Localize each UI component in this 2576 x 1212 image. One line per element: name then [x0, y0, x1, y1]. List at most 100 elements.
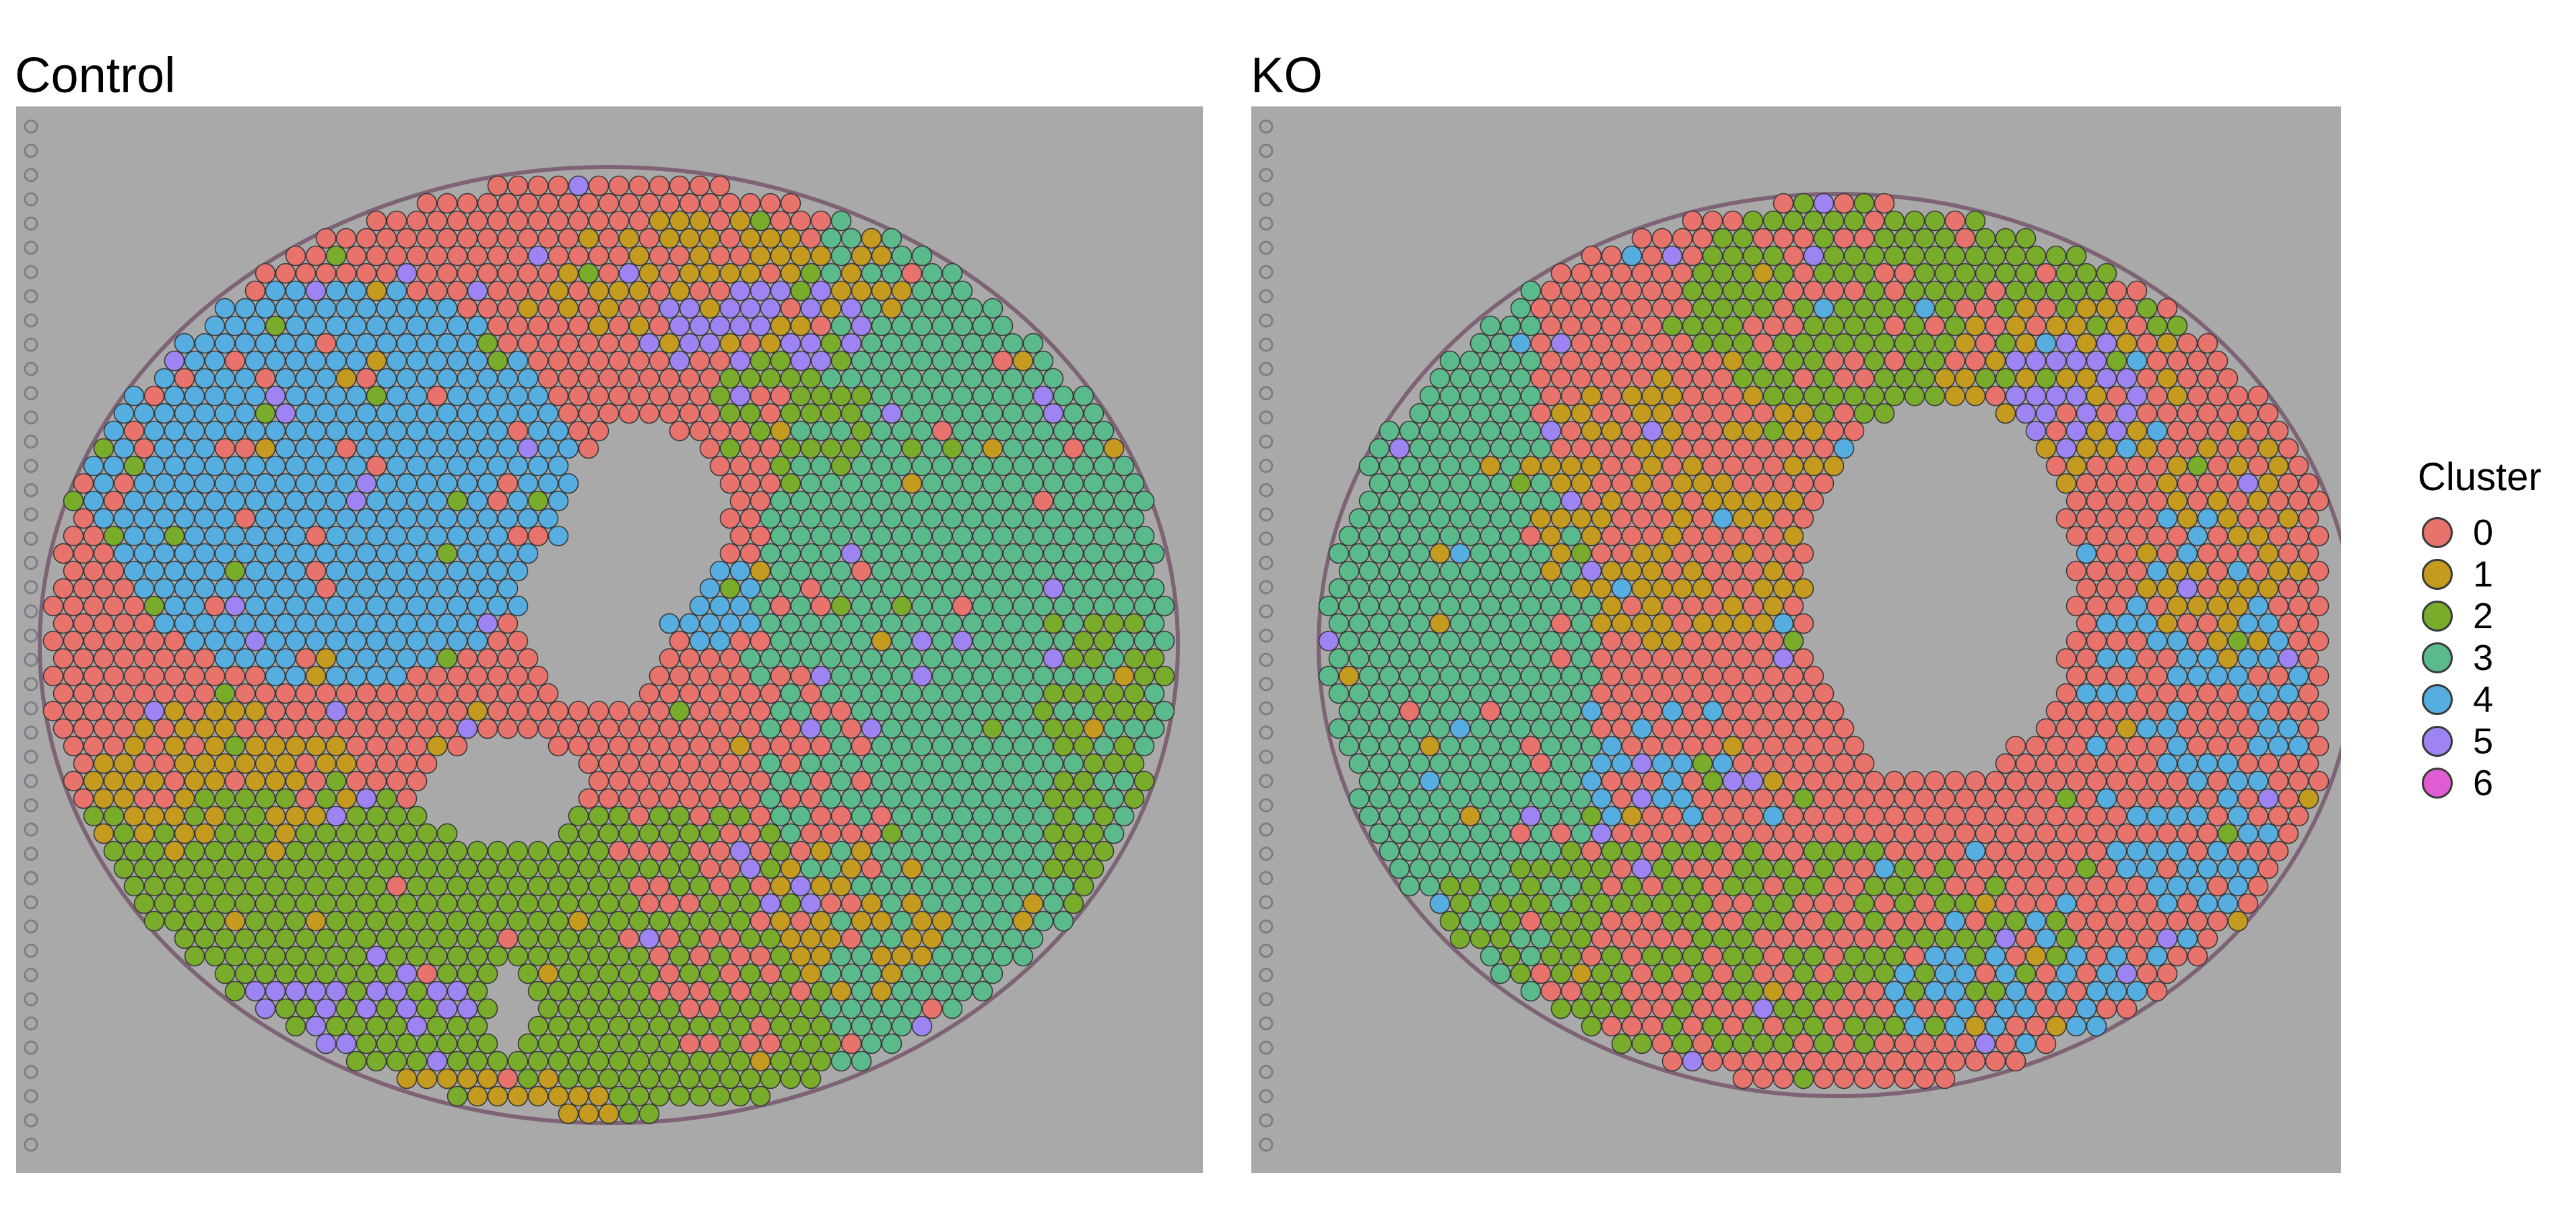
spot-cluster-0 [1752, 403, 1774, 424]
spot-cluster-2 [527, 945, 549, 967]
spot-cluster-0 [517, 648, 539, 669]
spot-cluster-3 [1480, 630, 1501, 652]
spot-cluster-4 [467, 420, 488, 442]
spot-cluster-3 [790, 420, 812, 442]
spot-cluster-0 [2076, 578, 2097, 599]
spot-cluster-2 [487, 350, 508, 372]
spot-cluster-4 [386, 420, 407, 442]
spot-cluster-2 [113, 858, 135, 879]
spot-cluster-3 [1093, 490, 1115, 512]
spot-cluster-0 [1793, 613, 1814, 634]
spot-cluster-2 [1043, 683, 1064, 704]
spot-cluster-1 [123, 805, 145, 827]
spot-cluster-0 [1571, 438, 1592, 459]
spot-cluster-4 [345, 525, 367, 547]
spot-cluster-0 [1560, 350, 1582, 372]
spot-cluster-3 [1469, 823, 1491, 844]
spot-cluster-0 [1611, 788, 1632, 809]
spot-cluster-0 [1702, 385, 1723, 407]
spot-cluster-0 [295, 648, 317, 669]
spot-cluster-3 [1530, 613, 1552, 634]
spot-cluster-2 [780, 368, 801, 389]
spot-cluster-4 [477, 543, 498, 564]
spot-cluster-4 [356, 648, 377, 669]
spot-cluster-0 [659, 263, 680, 284]
spot-cluster-0 [2257, 858, 2279, 879]
spot-cluster-0 [2187, 910, 2208, 932]
spot-cluster-0 [416, 753, 438, 774]
spot-cluster-5 [325, 700, 347, 722]
spot-cluster-3 [851, 595, 872, 617]
spot-cluster-4 [164, 455, 185, 477]
spot-cluster-2 [588, 980, 609, 1002]
spot-cluster-1 [699, 263, 721, 284]
spot-cluster-4 [386, 595, 407, 617]
spot-cluster-0 [840, 928, 862, 949]
spot-cluster-0 [487, 665, 508, 687]
spot-cluster-0 [2015, 928, 2037, 949]
spot-cluster-3 [891, 875, 913, 897]
spot-cluster-0 [770, 665, 791, 687]
spot-cluster-2 [1914, 263, 1936, 284]
spot-cluster-1 [2187, 595, 2208, 617]
spot-cluster-4 [194, 543, 216, 564]
spot-cluster-3 [1560, 630, 1582, 652]
spot-cluster-0 [2096, 718, 2117, 739]
spot-cluster-4 [507, 595, 529, 617]
spot-cluster-2 [2055, 263, 2077, 284]
spot-cluster-3 [1368, 788, 1390, 809]
spot-cluster-0 [447, 735, 468, 757]
spot-cluster-0 [53, 543, 74, 564]
spot-cluster-2 [2015, 963, 2037, 984]
spot-cluster-1 [1762, 595, 1784, 617]
spot-cluster-1 [315, 753, 337, 774]
spot-cluster-3 [1399, 770, 1420, 792]
spot-cluster-0 [659, 788, 680, 809]
spot-cluster-0 [2106, 525, 2127, 547]
spot-cluster-2 [517, 858, 539, 879]
spot-cluster-0 [2237, 893, 2259, 914]
spot-cluster-1 [204, 735, 226, 757]
spot-cluster-3 [952, 665, 973, 687]
spot-cluster-1 [2096, 298, 2117, 319]
spot-cluster-0 [1692, 858, 1713, 879]
spot-cluster-2 [1043, 858, 1064, 879]
spot-cluster-0 [750, 700, 771, 722]
spot-cluster-2 [1793, 963, 1814, 984]
spot-cluster-3 [1144, 683, 1165, 704]
spot-cluster-0 [2136, 893, 2158, 914]
spot-cluster-5 [2116, 403, 2138, 424]
spot-cluster-0 [1843, 805, 1865, 827]
spot-cluster-2 [1863, 945, 1885, 967]
spot-cluster-0 [527, 175, 549, 197]
spot-cluster-0 [356, 753, 377, 774]
spot-cluster-0 [1611, 438, 1632, 459]
spot-map-control [24, 119, 1180, 1152]
spot-cluster-0 [1853, 368, 1875, 389]
spot-cluster-4 [447, 525, 468, 547]
spot-cluster-3 [1469, 718, 1491, 739]
spot-cluster-0 [255, 368, 276, 389]
spot-cluster-3 [891, 490, 913, 512]
spot-cluster-1 [810, 875, 832, 897]
spot-cluster-0 [103, 560, 125, 582]
spot-cluster-3 [1490, 438, 1511, 459]
spot-cluster-2 [447, 945, 468, 967]
spot-cluster-0 [669, 980, 690, 1002]
spot-cluster-0 [1894, 788, 1915, 809]
spot-cluster-3 [1318, 595, 1340, 617]
spot-cluster-3 [931, 945, 953, 967]
spot-cluster-2 [436, 858, 458, 879]
spot-cluster-0 [1651, 228, 1673, 249]
spot-cluster-5 [790, 350, 812, 372]
spot-cluster-4 [1995, 998, 2016, 1019]
spot-cluster-0 [1773, 543, 1794, 564]
spot-cluster-0 [1702, 735, 1723, 757]
spot-cluster-0 [1581, 490, 1602, 512]
spot-cluster-2 [1843, 315, 1865, 337]
spot-cluster-2 [356, 963, 377, 984]
spot-cluster-3 [770, 805, 791, 827]
spot-cluster-1 [244, 735, 266, 757]
spot-cluster-3 [830, 840, 852, 862]
spot-cluster-1 [679, 263, 700, 284]
